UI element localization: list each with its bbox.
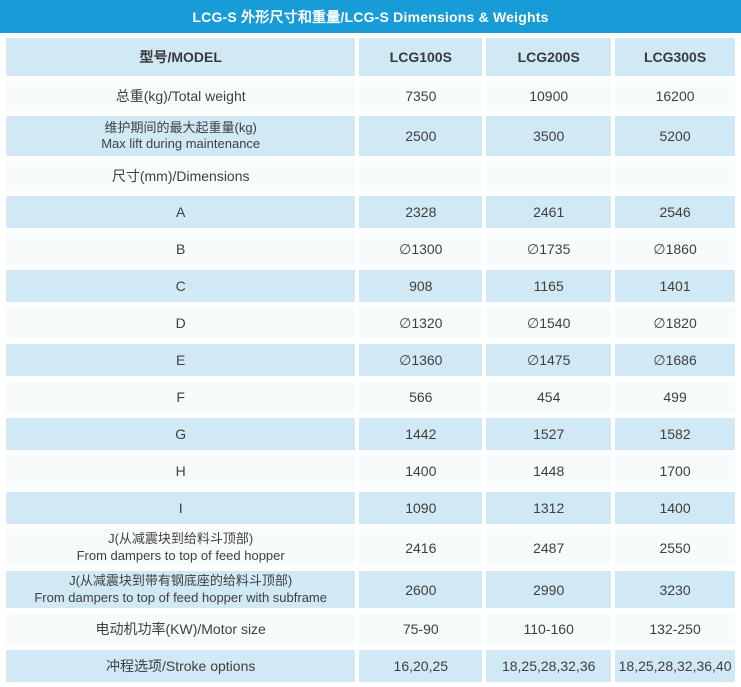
value-cell: 908 [359,270,483,302]
value-cell: 2500 [359,116,483,156]
value-cell [359,161,483,191]
value-cell: 2600 [359,571,483,608]
row-label: G [6,418,356,450]
column-header-lcg200s: LCG200S [486,38,612,76]
value-cell: 132-250 [615,613,735,645]
row-label: E [6,344,356,376]
table-row-motor-size: 电动机功率(KW)/Motor size 75-90 110-160 132-2… [6,613,735,645]
row-label: A [6,196,356,228]
table-row-dim-h: H 1400 1448 1700 [6,455,735,487]
value-cell: ∅1820 [615,307,735,339]
value-cell: 2416 [359,529,483,566]
value-cell: ∅1475 [486,344,612,376]
table-row-j-hopper: J(从减震块到给料斗顶部) From dampers to top of fee… [6,529,735,566]
value-cell: 1400 [359,455,483,487]
table-header-row: 型号/MODEL LCG100S LCG200S LCG300S [6,38,735,76]
value-cell: 1400 [615,492,735,524]
value-cell: 1401 [615,270,735,302]
row-label: 电动机功率(KW)/Motor size [6,613,356,645]
value-cell: ∅1540 [486,307,612,339]
table-row-dim-i: I 1090 1312 1400 [6,492,735,524]
row-label: J(从减震块到给料斗顶部) From dampers to top of fee… [6,529,356,566]
row-label: J(从减震块到带有钢底座的给料斗顶部) From dampers to top … [6,571,356,608]
value-cell: ∅1360 [359,344,483,376]
value-cell: 2328 [359,196,483,228]
table-row-dim-c: C 908 1165 1401 [6,270,735,302]
value-cell: 2546 [615,196,735,228]
value-cell: 5200 [615,116,735,156]
row-label: I [6,492,356,524]
value-cell: 2990 [486,571,612,608]
column-header-lcg300s: LCG300S [615,38,735,76]
table-row-dim-g: G 1442 1527 1582 [6,418,735,450]
value-cell: 1090 [359,492,483,524]
row-label: C [6,270,356,302]
value-cell: 1700 [615,455,735,487]
value-cell: ∅1320 [359,307,483,339]
row-label: F [6,381,356,413]
row-label: 尺寸(mm)/Dimensions [6,161,356,191]
value-cell: 566 [359,381,483,413]
value-cell: ∅1686 [615,344,735,376]
value-cell: 3500 [486,116,612,156]
value-cell: 110-160 [486,613,612,645]
table-row-dim-a: A 2328 2461 2546 [6,196,735,228]
value-cell: 75-90 [359,613,483,645]
value-cell: 1165 [486,270,612,302]
value-cell: ∅1860 [615,233,735,265]
row-label: 维护期间的最大起重量(kg) Max lift during maintenan… [6,116,356,156]
table-title: LCG-S 外形尺寸和重量/LCG-S Dimensions & Weights [192,8,549,25]
value-cell: 10900 [486,81,612,111]
value-cell: ∅1300 [359,233,483,265]
value-cell [615,161,735,191]
value-cell: 1312 [486,492,612,524]
row-label: H [6,455,356,487]
value-cell [486,161,612,191]
model-column-header: 型号/MODEL [6,38,356,76]
value-cell: 1527 [486,418,612,450]
value-cell: 2461 [486,196,612,228]
value-cell: 454 [486,381,612,413]
row-label: D [6,307,356,339]
value-cell: 16200 [615,81,735,111]
table-row-dim-f: F 566 454 499 [6,381,735,413]
table-row-max-lift: 维护期间的最大起重量(kg) Max lift during maintenan… [6,116,735,156]
table-row-dim-b: B ∅1300 ∅1735 ∅1860 [6,233,735,265]
value-cell: 1582 [615,418,735,450]
table-row-dim-d: D ∅1320 ∅1540 ∅1820 [6,307,735,339]
table-row-j-hopper-subframe: J(从减震块到带有钢底座的给料斗顶部) From dampers to top … [6,571,735,608]
value-cell: 2487 [486,529,612,566]
table-row-dimensions-section: 尺寸(mm)/Dimensions [6,161,735,191]
row-label: B [6,233,356,265]
value-cell: 7350 [359,81,483,111]
value-cell: 1442 [359,418,483,450]
table-title-bar: LCG-S 外形尺寸和重量/LCG-S Dimensions & Weights [0,0,741,33]
dimensions-weights-table: 型号/MODEL LCG100S LCG200S LCG300S 总重(kg)/… [2,33,739,687]
value-cell: ∅1735 [486,233,612,265]
table-row-dim-e: E ∅1360 ∅1475 ∅1686 [6,344,735,376]
value-cell: 3230 [615,571,735,608]
column-header-lcg100s: LCG100S [359,38,483,76]
value-cell: 2550 [615,529,735,566]
table-row-total-weight: 总重(kg)/Total weight 7350 10900 16200 [6,81,735,111]
row-label: 总重(kg)/Total weight [6,81,356,111]
value-cell: 499 [615,381,735,413]
value-cell: 1448 [486,455,612,487]
